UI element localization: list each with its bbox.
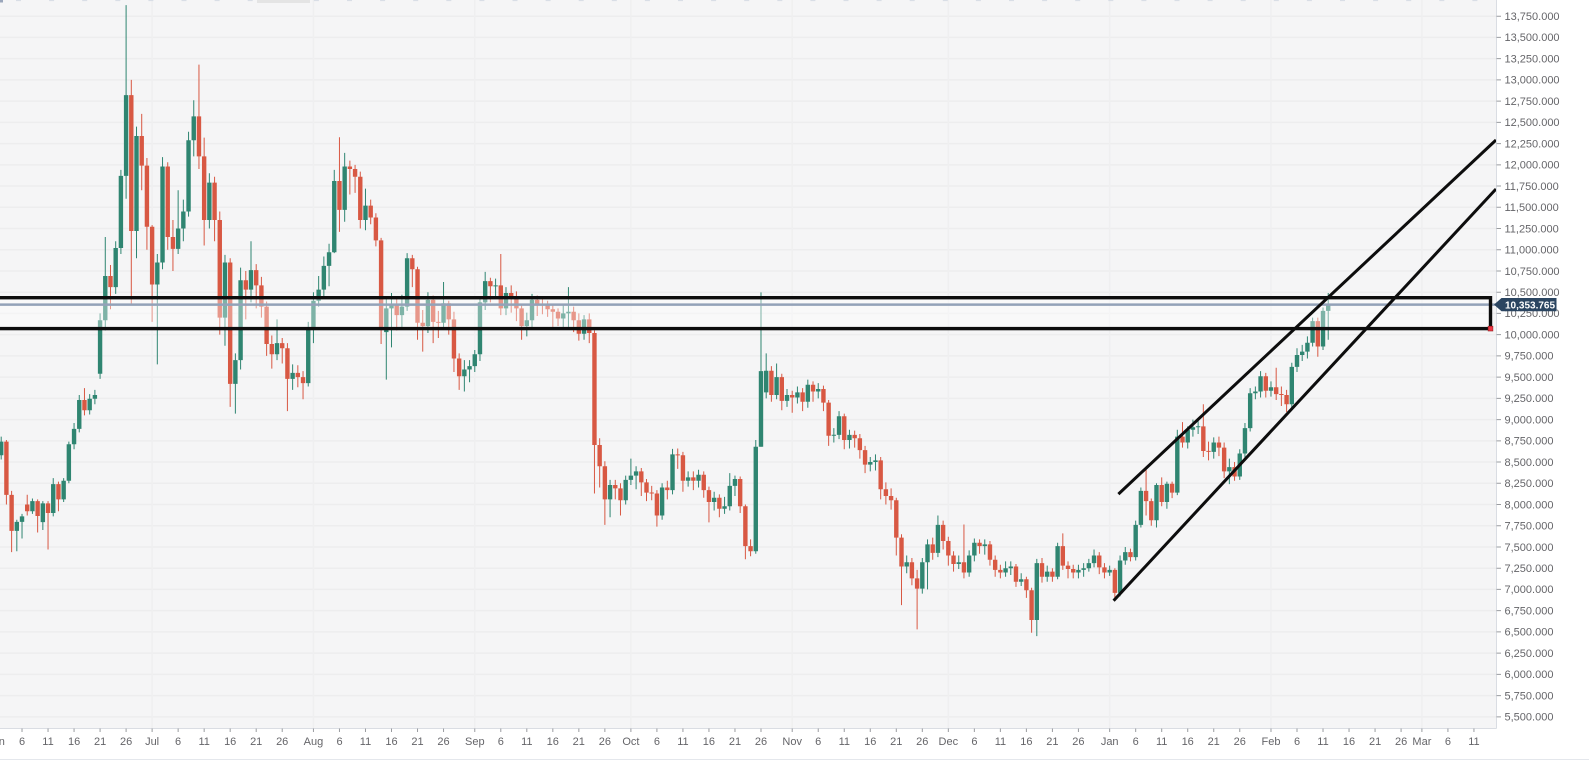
svg-text:21: 21 bbox=[1369, 736, 1381, 748]
svg-text:11: 11 bbox=[1468, 736, 1479, 748]
svg-text:9,000.000: 9,000.000 bbox=[1505, 414, 1554, 426]
svg-text:5,750.000: 5,750.000 bbox=[1505, 690, 1554, 702]
svg-text:Oct: Oct bbox=[622, 736, 639, 748]
svg-text:6: 6 bbox=[19, 736, 25, 748]
svg-text:12,500.000: 12,500.000 bbox=[1505, 117, 1560, 129]
svg-text:7,750.000: 7,750.000 bbox=[1505, 521, 1554, 533]
svg-text:8,750.000: 8,750.000 bbox=[1505, 436, 1554, 448]
svg-text:16: 16 bbox=[1020, 736, 1032, 748]
svg-text:13,500.000: 13,500.000 bbox=[1505, 32, 1560, 44]
svg-text:21: 21 bbox=[250, 736, 262, 748]
svg-text:6,500.000: 6,500.000 bbox=[1505, 627, 1554, 639]
svg-text:6: 6 bbox=[336, 736, 342, 748]
svg-text:10,500.000: 10,500.000 bbox=[1505, 287, 1560, 299]
svg-text:Jun: Jun bbox=[0, 736, 5, 748]
svg-text:6: 6 bbox=[971, 736, 977, 748]
svg-text:7,000.000: 7,000.000 bbox=[1505, 584, 1554, 596]
svg-text:6: 6 bbox=[654, 736, 660, 748]
svg-text:16: 16 bbox=[1182, 736, 1194, 748]
svg-text:16: 16 bbox=[1343, 736, 1355, 748]
svg-text:6,750.000: 6,750.000 bbox=[1505, 605, 1554, 617]
svg-text:6: 6 bbox=[1445, 736, 1451, 748]
svg-text:16: 16 bbox=[703, 736, 715, 748]
svg-text:16: 16 bbox=[547, 736, 559, 748]
svg-text:Dec: Dec bbox=[939, 736, 959, 748]
svg-text:13,750.000: 13,750.000 bbox=[1505, 11, 1560, 23]
svg-text:6: 6 bbox=[815, 736, 821, 748]
svg-text:11: 11 bbox=[360, 736, 371, 748]
svg-text:13,250.000: 13,250.000 bbox=[1505, 53, 1560, 65]
svg-text:26: 26 bbox=[755, 736, 767, 748]
svg-text:26: 26 bbox=[120, 736, 132, 748]
svg-text:11,750.000: 11,750.000 bbox=[1505, 181, 1559, 193]
svg-text:21: 21 bbox=[890, 736, 902, 748]
svg-text:11: 11 bbox=[198, 736, 209, 748]
svg-text:16: 16 bbox=[224, 736, 236, 748]
svg-text:16: 16 bbox=[385, 736, 397, 748]
svg-text:12,250.000: 12,250.000 bbox=[1505, 138, 1560, 150]
svg-text:26: 26 bbox=[599, 736, 611, 748]
svg-text:9,250.000: 9,250.000 bbox=[1505, 393, 1554, 405]
svg-text:11: 11 bbox=[1317, 736, 1328, 748]
svg-text:Nov: Nov bbox=[782, 736, 802, 748]
svg-text:8,500.000: 8,500.000 bbox=[1505, 457, 1554, 469]
svg-text:11,000.000: 11,000.000 bbox=[1505, 245, 1559, 257]
svg-text:11: 11 bbox=[839, 736, 850, 748]
svg-text:6: 6 bbox=[1294, 736, 1300, 748]
svg-text:11: 11 bbox=[1156, 736, 1167, 748]
svg-text:26: 26 bbox=[916, 736, 928, 748]
svg-text:26: 26 bbox=[1395, 736, 1407, 748]
svg-text:12,000.000: 12,000.000 bbox=[1505, 160, 1560, 172]
svg-text:10,750.000: 10,750.000 bbox=[1505, 266, 1560, 278]
svg-text:8,000.000: 8,000.000 bbox=[1505, 499, 1554, 511]
svg-text:7,500.000: 7,500.000 bbox=[1505, 542, 1554, 554]
svg-text:26: 26 bbox=[1072, 736, 1084, 748]
svg-text:16: 16 bbox=[864, 736, 876, 748]
svg-text:5,500.000: 5,500.000 bbox=[1505, 712, 1554, 724]
svg-text:21: 21 bbox=[729, 736, 741, 748]
svg-text:6: 6 bbox=[498, 736, 504, 748]
svg-text:Mar: Mar bbox=[1412, 736, 1431, 748]
svg-text:16: 16 bbox=[68, 736, 80, 748]
svg-text:11: 11 bbox=[42, 736, 53, 748]
svg-text:26: 26 bbox=[437, 736, 449, 748]
svg-text:10,000.000: 10,000.000 bbox=[1505, 329, 1560, 341]
svg-text:12,750.000: 12,750.000 bbox=[1505, 96, 1560, 108]
svg-text:10,250.000: 10,250.000 bbox=[1505, 308, 1560, 320]
svg-text:9,500.000: 9,500.000 bbox=[1505, 372, 1554, 384]
svg-text:13,000.000: 13,000.000 bbox=[1505, 75, 1560, 87]
svg-text:6,250.000: 6,250.000 bbox=[1505, 648, 1554, 660]
svg-text:Sep: Sep bbox=[465, 736, 485, 748]
svg-text:Aug: Aug bbox=[304, 736, 324, 748]
svg-text:11,250.000: 11,250.000 bbox=[1505, 223, 1559, 235]
svg-text:11: 11 bbox=[995, 736, 1006, 748]
svg-text:11: 11 bbox=[677, 736, 688, 748]
svg-text:21: 21 bbox=[1046, 736, 1058, 748]
svg-text:9,750.000: 9,750.000 bbox=[1505, 351, 1554, 363]
svg-text:6: 6 bbox=[175, 736, 181, 748]
svg-text:10,353.765: 10,353.765 bbox=[1505, 300, 1555, 311]
svg-text:21: 21 bbox=[573, 736, 585, 748]
svg-text:Jul: Jul bbox=[145, 736, 159, 748]
svg-text:7,250.000: 7,250.000 bbox=[1505, 563, 1554, 575]
svg-text:6,000.000: 6,000.000 bbox=[1505, 669, 1554, 681]
svg-text:11: 11 bbox=[521, 736, 532, 748]
svg-text:Jan: Jan bbox=[1101, 736, 1119, 748]
svg-text:Feb: Feb bbox=[1262, 736, 1281, 748]
svg-text:6: 6 bbox=[1133, 736, 1139, 748]
svg-text:21: 21 bbox=[1208, 736, 1220, 748]
svg-text:8,250.000: 8,250.000 bbox=[1505, 478, 1554, 490]
svg-text:26: 26 bbox=[276, 736, 288, 748]
svg-text:11,500.000: 11,500.000 bbox=[1505, 202, 1559, 214]
svg-text:21: 21 bbox=[411, 736, 423, 748]
svg-text:26: 26 bbox=[1234, 736, 1246, 748]
svg-text:21: 21 bbox=[94, 736, 106, 748]
